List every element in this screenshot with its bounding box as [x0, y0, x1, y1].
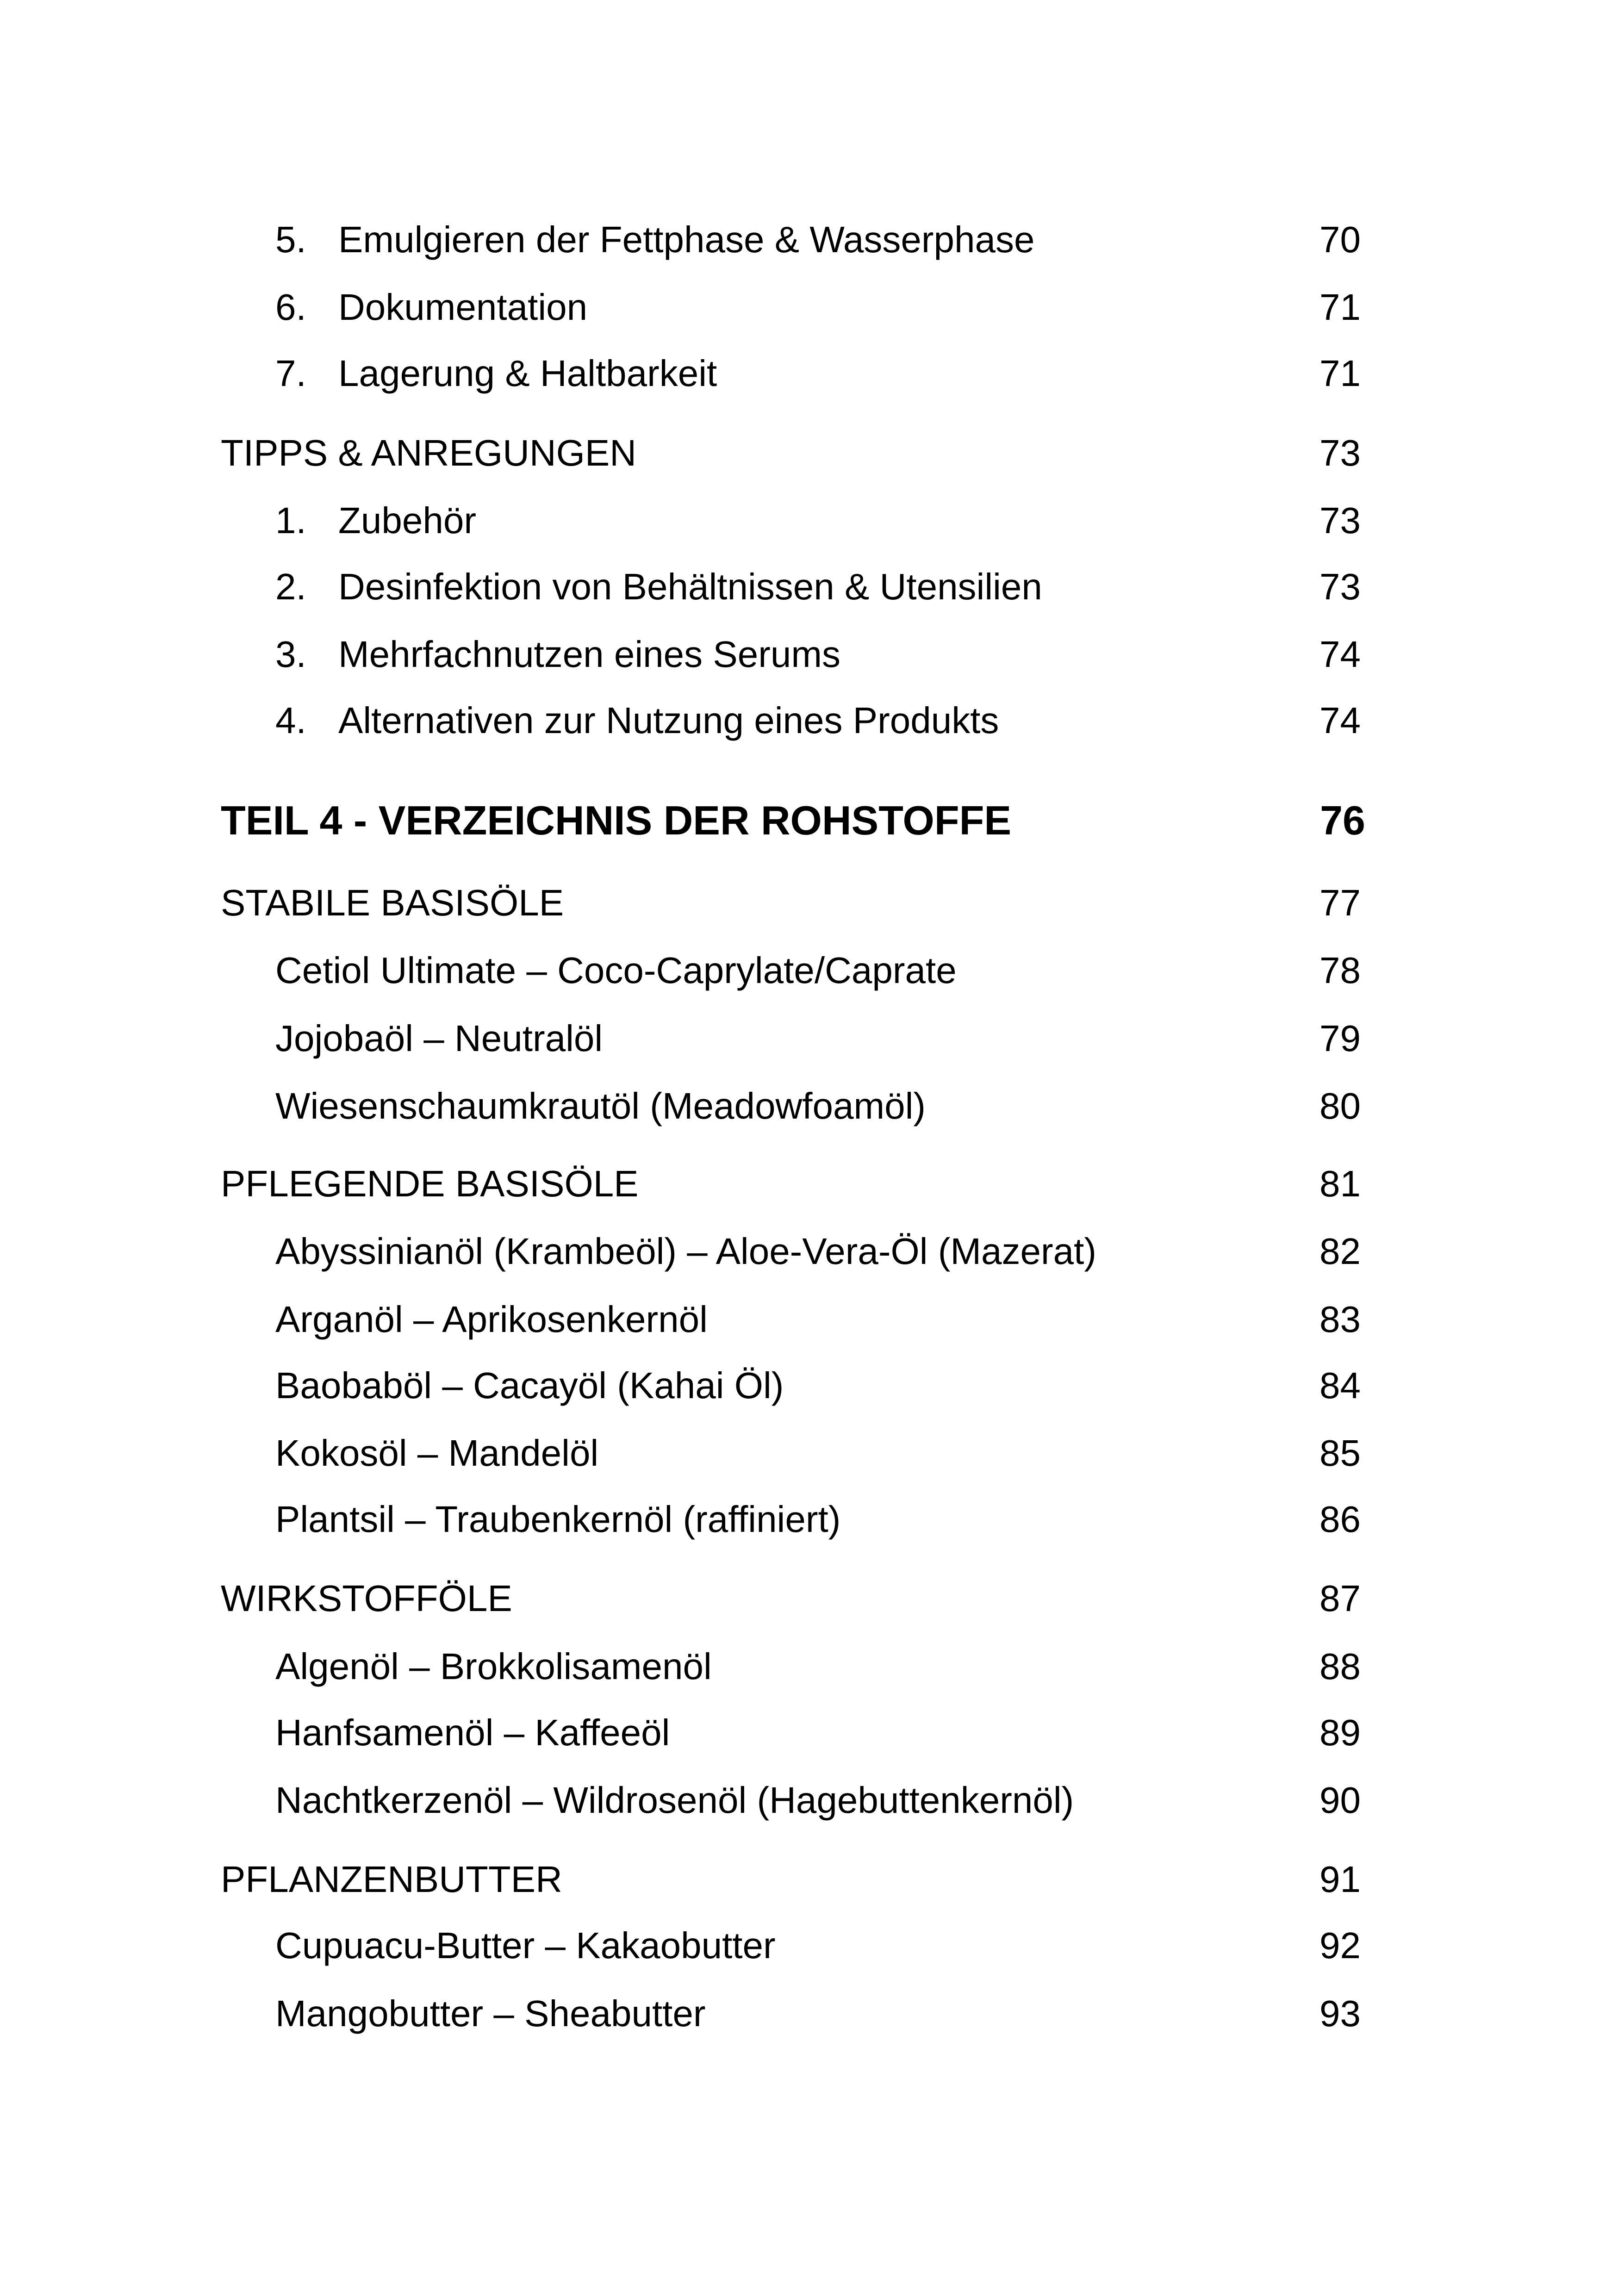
entry-title: WIRKSTOFFÖLE [221, 1578, 512, 1619]
page-number: 82 [1319, 1231, 1361, 1272]
entry-title: STABILE BASISÖLE [221, 882, 564, 924]
toc-entry[interactable]: WIRKSTOFFÖLE 87 [0, 1575, 1618, 1622]
page-number: 78 [1319, 950, 1361, 991]
page-number: 77 [1319, 882, 1361, 924]
entry-number: 6. [275, 286, 306, 328]
entry-title: Wiesenschaumkrautöl (Meadowfoamöl) [275, 1085, 926, 1126]
toc-entry[interactable]: 3. Mehrfachnutzen eines Serums 74 [0, 631, 1618, 678]
page-number: 76 [1320, 797, 1365, 844]
entry-title: Alternativen zur Nutzung eines Produkts [338, 700, 999, 741]
page-number: 86 [1319, 1498, 1361, 1540]
toc-entry[interactable]: Cetiol Ultimate – Coco-Caprylate/Caprate… [0, 947, 1618, 994]
toc-entry[interactable]: Plantsil – Traubenkernöl (raffiniert) 86 [0, 1496, 1618, 1543]
entry-title: Kokosöl – Mandelöl [275, 1432, 599, 1474]
page-number: 73 [1319, 432, 1361, 473]
toc-entry[interactable]: PFLANZENBUTTER 91 [0, 1856, 1618, 1903]
entry-title: Algenöl – Brokkolisamenöl [275, 1645, 712, 1687]
entry-title: Cetiol Ultimate – Coco-Caprylate/Caprate [275, 950, 957, 991]
page-number: 71 [1319, 286, 1361, 328]
page-number: 83 [1319, 1298, 1361, 1340]
page-number: 74 [1319, 700, 1361, 741]
entry-title: Jojobaöl – Neutralöl [275, 1017, 603, 1059]
entry-title: Baobaböl – Cacayöl (Kahai Öl) [275, 1364, 784, 1406]
entry-title: Zubehör [338, 500, 476, 541]
entry-title: Mangobutter – Sheabutter [275, 1992, 706, 2034]
toc-entry[interactable]: Hanfsamenöl – Kaffeeöl 89 [0, 1710, 1618, 1756]
toc-entry[interactable]: Nachtkerzenöl – Wildrosenöl (Hagebuttenk… [0, 1777, 1618, 1823]
page-number: 79 [1319, 1017, 1361, 1059]
page-number: 74 [1319, 634, 1361, 675]
entry-number: 1. [275, 500, 306, 541]
page-number: 70 [1319, 219, 1361, 260]
page-number: 85 [1319, 1432, 1361, 1474]
entry-title: Desinfektion von Behältnissen & Utensili… [338, 566, 1042, 608]
toc-entry[interactable]: TIPPS & ANREGUNGEN 73 [0, 430, 1618, 476]
toc-entry[interactable]: Baobaböl – Cacayöl (Kahai Öl) 84 [0, 1363, 1618, 1409]
toc-entry[interactable]: 6. Dokumentation 71 [0, 284, 1618, 330]
entry-title: Plantsil – Traubenkernöl (raffiniert) [275, 1498, 841, 1540]
toc-entry[interactable]: 7. Lagerung & Haltbarkeit 71 [0, 350, 1618, 397]
toc-entry[interactable]: Cupuacu-Butter – Kakaobutter 92 [0, 1923, 1618, 1969]
page-number: 92 [1319, 1925, 1361, 1966]
page-number: 84 [1319, 1364, 1361, 1406]
page-number: 89 [1319, 1711, 1361, 1753]
toc-entry[interactable]: Arganöl – Aprikosenkernöl 83 [0, 1296, 1618, 1343]
page-number: 93 [1319, 1992, 1361, 2034]
entry-number: 7. [275, 353, 306, 394]
toc-entry[interactable]: Mangobutter – Sheabutter 93 [0, 1991, 1618, 2037]
toc-entry[interactable]: Abyssinianöl (Krambeöl) – Aloe-Vera-Öl (… [0, 1228, 1618, 1275]
toc-entry[interactable]: Wiesenschaumkrautöl (Meadowfoamöl) 80 [0, 1083, 1618, 1129]
toc-entry[interactable]: PFLEGENDE BASISÖLE 81 [0, 1161, 1618, 1207]
toc-entry[interactable]: Algenöl – Brokkolisamenöl 88 [0, 1643, 1618, 1690]
toc-entry[interactable]: 2. Desinfektion von Behältnissen & Utensi… [0, 564, 1618, 610]
entry-title: Hanfsamenöl – Kaffeeöl [275, 1711, 670, 1753]
toc-entry[interactable]: Jojobaöl – Neutralöl 79 [0, 1015, 1618, 1062]
page-number: 90 [1319, 1779, 1361, 1821]
toc-entry[interactable]: 5. Emulgieren der Fettphase & Wasserphase… [0, 217, 1618, 263]
entry-title: PFLEGENDE BASISÖLE [221, 1163, 639, 1205]
entry-number: 3. [275, 634, 306, 675]
page-number: 91 [1319, 1859, 1361, 1900]
entry-title: Cupuacu-Butter – Kakaobutter [275, 1925, 776, 1966]
entry-title: Nachtkerzenöl – Wildrosenöl (Hagebuttenk… [275, 1779, 1074, 1821]
entry-title: Emulgieren der Fettphase & Wasserphase [338, 219, 1035, 260]
entry-title: Lagerung & Haltbarkeit [338, 353, 717, 394]
entry-title: PFLANZENBUTTER [221, 1859, 562, 1900]
page-number: 88 [1319, 1645, 1361, 1687]
entry-title: Dokumentation [338, 286, 588, 328]
page-number: 80 [1319, 1085, 1361, 1126]
page-number: 87 [1319, 1578, 1361, 1619]
entry-number: 2. [275, 566, 306, 608]
toc-entry[interactable]: 4. Alternativen zur Nutzung eines Produkt… [0, 697, 1618, 744]
toc-entry[interactable]: Kokosöl – Mandelöl 85 [0, 1430, 1618, 1476]
toc-entry[interactable]: TEIL 4 - VERZEICHNIS DER ROHSTOFFE 76 [0, 797, 1618, 844]
entry-title: TEIL 4 - VERZEICHNIS DER ROHSTOFFE [221, 797, 1012, 844]
entry-number: 4. [275, 700, 306, 741]
page-number: 71 [1319, 353, 1361, 394]
entry-title: Arganöl – Aprikosenkernöl [275, 1298, 708, 1340]
toc-entry[interactable]: 1. Zubehör 73 [0, 498, 1618, 544]
page-number: 73 [1319, 566, 1361, 608]
entry-title: Abyssinianöl (Krambeöl) – Aloe-Vera-Öl (… [275, 1231, 1097, 1272]
entry-title: Mehrfachnutzen eines Serums [338, 634, 840, 675]
entry-number: 5. [275, 219, 306, 260]
page-number: 81 [1319, 1163, 1361, 1205]
toc-entry[interactable]: STABILE BASISÖLE 77 [0, 880, 1618, 926]
entry-title: TIPPS & ANREGUNGEN [221, 432, 636, 473]
page-number: 73 [1319, 500, 1361, 541]
